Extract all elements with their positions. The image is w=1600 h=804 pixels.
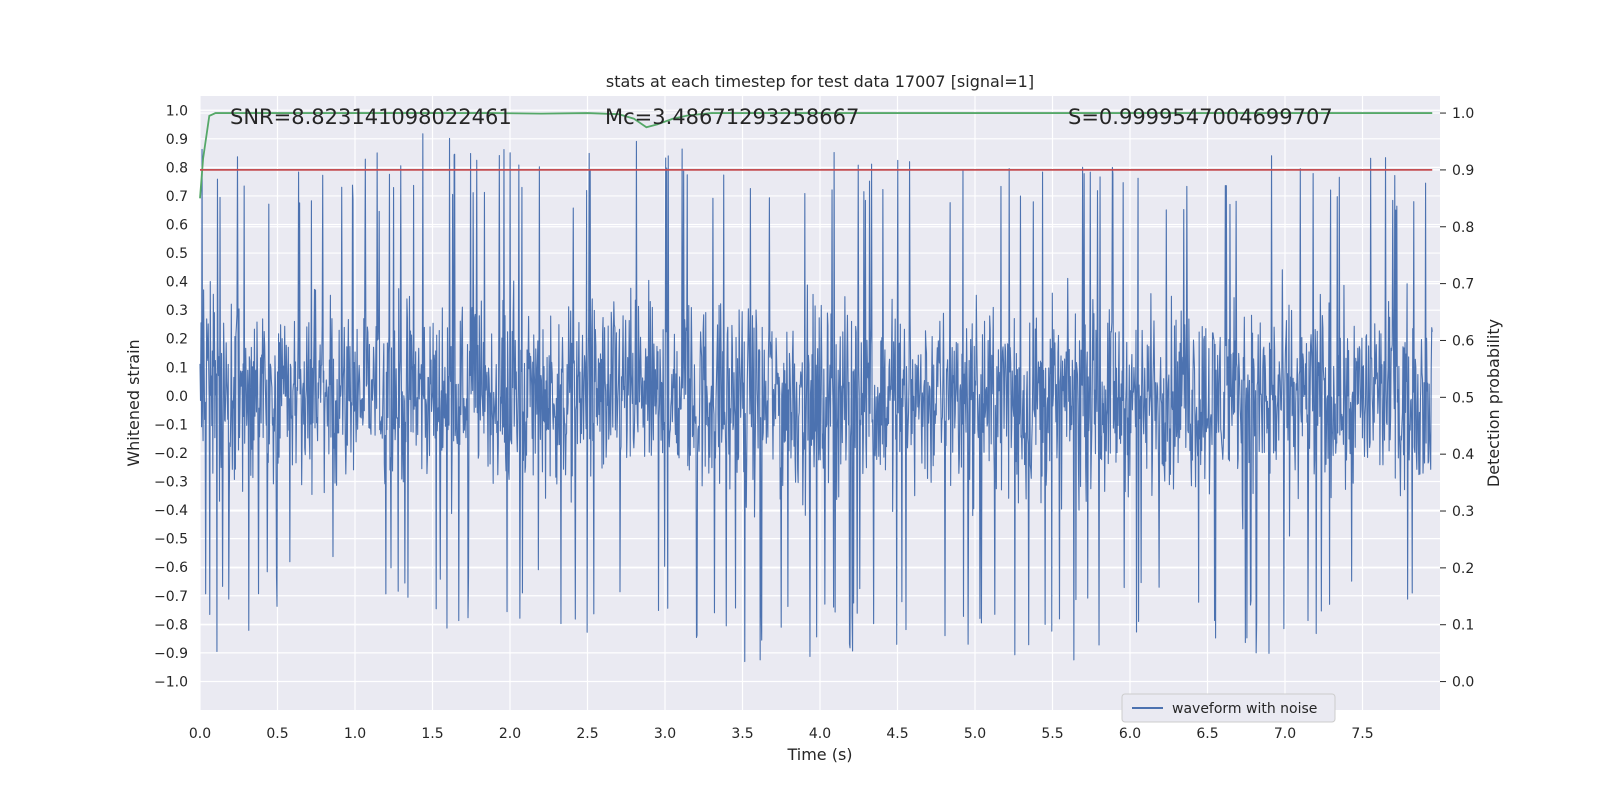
x-tick-label: 0.5 — [266, 726, 288, 742]
y-tick-label: 0.6 — [166, 218, 188, 234]
y2-tick-labels: 1.0 0.9 0.8 0.7 0.6 0.5 0.4 0.3 0.2 0.1 0.0 — [1440, 106, 1474, 691]
x-tick-labels: 0.0 0.5 1.0 1.5 2.0 2.5 3.0 3.5 4.0 4.5 5.0 5.5 6.0 6… — [189, 726, 1374, 742]
snr-annotation: SNR=8.823141098022461 — [230, 105, 512, 129]
x-tick-label: 5.5 — [1041, 726, 1063, 742]
y2-tick-label: 0.0 — [1452, 675, 1474, 691]
y-tick-label: −0.2 — [154, 446, 188, 462]
legend-box — [1121, 693, 1336, 723]
y-tick-label: 0.9 — [166, 132, 188, 148]
y-tick-label: −1.0 — [154, 674, 188, 690]
y2-tick-label: 0.4 — [1452, 447, 1474, 463]
y2-tick-label: 0.6 — [1452, 333, 1474, 349]
y-tick-label: −0.7 — [154, 589, 188, 605]
y-tick-label: −0.1 — [154, 417, 188, 433]
y-tick-label: 0.7 — [166, 189, 188, 205]
y2-tick-label: 0.3 — [1452, 504, 1474, 520]
legend-label: waveform with noise — [1172, 701, 1317, 717]
y-tick-label: 1.0 — [166, 103, 188, 119]
probability-series — [199, 112, 1433, 199]
x-tick-label: 6.5 — [1196, 726, 1218, 742]
x-tick-label: 2.5 — [576, 726, 598, 742]
legend: waveform with noise — [1121, 693, 1336, 723]
detection-probability-line — [199, 112, 1433, 199]
x-axis-label: Time (s) — [786, 745, 852, 764]
y-axis-label: Whitened strain — [124, 339, 143, 466]
y2-tick-label: 0.9 — [1452, 163, 1474, 179]
x-tick-label: 3.5 — [731, 726, 753, 742]
y-tick-labels: 1.0 0.9 0.8 0.7 0.6 0.5 0.4 0.3 0.2 0.1 0.0 −0.1 −0.… — [154, 103, 188, 690]
x-tick-label: 1.0 — [344, 726, 366, 742]
x-tick-label: 1.5 — [421, 726, 443, 742]
x-tick-label: 4.0 — [809, 726, 831, 742]
y2-tick-label: 0.7 — [1452, 277, 1474, 293]
y-tick-label: 0.3 — [166, 303, 188, 319]
waveform-series — [199, 133, 1433, 663]
y2-axis-label: Detection probability — [1484, 319, 1503, 487]
x-tick-label: 7.5 — [1351, 726, 1373, 742]
y2-tick-label: 0.5 — [1452, 390, 1474, 406]
x-tick-label: 7.0 — [1274, 726, 1296, 742]
y-tick-label: 0.2 — [166, 332, 188, 348]
x-tick-label: 6.0 — [1119, 726, 1141, 742]
chart-title: stats at each timestep for test data 170… — [606, 72, 1034, 91]
y2-tick-label: 1.0 — [1452, 106, 1474, 122]
y-tick-label: 0.0 — [166, 389, 188, 405]
y-tick-label: 0.1 — [166, 360, 188, 376]
y2-tick-label: 0.8 — [1452, 220, 1474, 236]
waveform-line — [199, 133, 1433, 663]
y-tick-label: 0.4 — [166, 275, 188, 291]
detection-stat-annotation: S=0.9999547004699707 — [1068, 105, 1333, 129]
chirp-mass-annotation: Mc=3.48671293258667 — [605, 105, 859, 129]
y-tick-label: −0.4 — [154, 503, 188, 519]
y-tick-label: −0.5 — [154, 532, 188, 548]
x-tick-label: 5.0 — [964, 726, 986, 742]
y2-tick-label: 0.2 — [1452, 561, 1474, 577]
y-tick-label: 0.8 — [166, 160, 188, 176]
y2-tick-label: 0.1 — [1452, 618, 1474, 634]
x-tick-label: 2.0 — [499, 726, 521, 742]
y-tick-label: −0.8 — [154, 617, 188, 633]
y-tick-label: −0.3 — [154, 475, 188, 491]
y-tick-label: −0.9 — [154, 646, 188, 662]
x-tick-label: 0.0 — [189, 726, 211, 742]
x-tick-label: 4.5 — [886, 726, 908, 742]
y-tick-label: 0.5 — [166, 246, 188, 262]
x-tick-label: 3.0 — [654, 726, 676, 742]
y-tick-label: −0.6 — [154, 560, 188, 576]
